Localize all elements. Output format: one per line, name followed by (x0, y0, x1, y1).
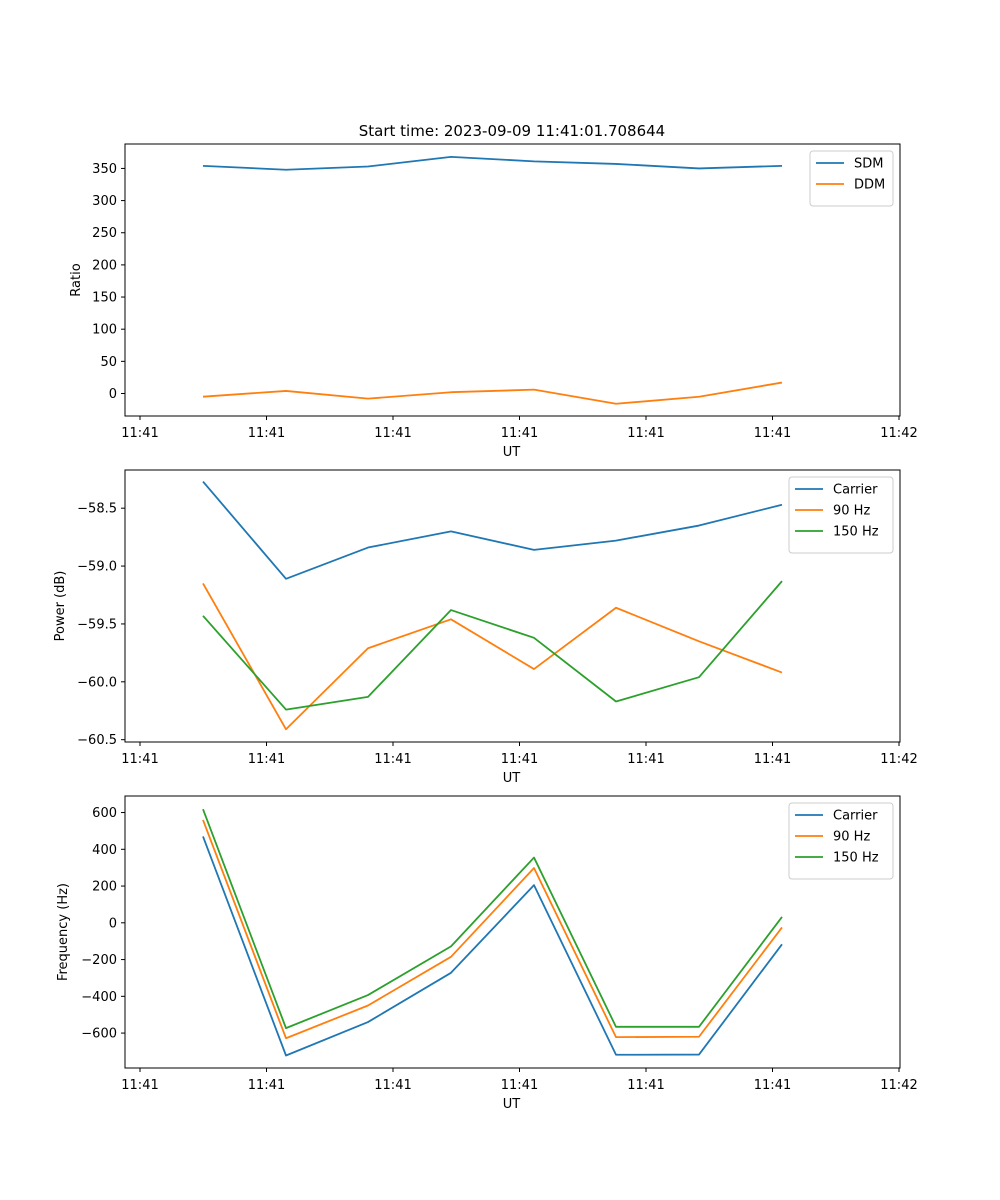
x-tick-label: 11:41 (501, 752, 538, 767)
y-tick-label: −60.5 (77, 733, 117, 748)
y-tick-label: 250 (92, 226, 117, 241)
subplot-3: 11:41 11:41 11:41 11:41 11:41 11:41 11:42 −600 −… (56, 795, 918, 1112)
y-tick-label: 200 (92, 880, 117, 895)
axes-frame (124, 795, 901, 1069)
legend: SDM DDM (809, 150, 894, 207)
x-tick-label: 11:41 (627, 1078, 664, 1093)
series-line-90-hz (202, 819, 783, 1040)
y-axis-label: Power (dB) (53, 571, 68, 642)
x-tick-label: 11:41 (374, 1078, 411, 1093)
legend-label: Carrier (833, 809, 878, 824)
y-tick-label: 0 (109, 387, 117, 402)
y-tick-label: −400 (81, 990, 117, 1005)
y-tick-label: −59.5 (77, 617, 117, 632)
subplot-1: 11:41 11:41 11:41 11:41 11:41 11:41 11:42 0 50 10… (69, 143, 918, 460)
x-tick-label: 11:41 (248, 1078, 285, 1093)
y-axis-label: Frequency (Hz) (56, 883, 71, 981)
series-line-sdm (202, 155, 783, 171)
series-line-150-hz (202, 808, 783, 1030)
y-axis-label: Ratio (69, 263, 84, 296)
legend-box (788, 802, 894, 880)
x-tick-label: 11:41 (754, 752, 791, 767)
x-tick-label: 11:41 (248, 752, 285, 767)
series-line-90-hz (202, 582, 783, 731)
legend-box (809, 150, 894, 207)
x-tick-label: 11:41 (374, 752, 411, 767)
y-tick-label: 600 (92, 806, 117, 821)
legend-label: 150 Hz (833, 525, 879, 540)
x-tick-label: 11:41 (754, 426, 791, 441)
series-line-150-hz (202, 580, 783, 711)
x-tick-label: 11:41 (501, 426, 538, 441)
x-tick-label: 11:41 (627, 752, 664, 767)
legend-label: 90 Hz (833, 830, 870, 845)
x-tick-label: 11:41 (627, 426, 664, 441)
legend-label: SDM (854, 157, 883, 172)
x-axis-label: UT (503, 771, 521, 786)
x-tick-label: 11:41 (374, 426, 411, 441)
legend-box (788, 476, 894, 554)
series-line-carrier (202, 480, 783, 580)
y-tick-label: −600 (81, 1027, 117, 1042)
axes-frame (124, 143, 901, 417)
figure-title: Start time: 2023-09-09 11:41:01.708644 (359, 122, 665, 140)
x-tick-label: 11:41 (121, 752, 158, 767)
x-tick-label: 11:42 (880, 1078, 917, 1093)
x-tick-label: 11:42 (880, 426, 917, 441)
y-tick-label: −200 (81, 953, 117, 968)
legend-label: Carrier (833, 483, 878, 498)
y-tick-label: 300 (92, 194, 117, 209)
y-tick-label: −60.0 (77, 675, 117, 690)
y-tick-label: 0 (109, 916, 117, 931)
legend: Carrier 90 Hz 150 Hz (788, 802, 894, 880)
y-tick-label: 150 (92, 291, 117, 306)
x-tick-label: 11:41 (121, 1078, 158, 1093)
legend-label: 150 Hz (833, 851, 879, 866)
x-tick-label: 11:41 (248, 426, 285, 441)
x-axis-label: UT (503, 445, 521, 460)
y-tick-label: −59.0 (77, 560, 117, 575)
axes-frame (124, 469, 901, 743)
x-axis-label: UT (503, 1097, 521, 1112)
series-line-carrier (202, 836, 783, 1057)
x-tick-label: 11:42 (880, 752, 917, 767)
legend-label: 90 Hz (833, 504, 870, 519)
y-tick-label: 50 (100, 355, 117, 370)
legend: Carrier 90 Hz 150 Hz (788, 476, 894, 554)
legend-label: DDM (854, 178, 885, 193)
x-tick-label: 11:41 (501, 1078, 538, 1093)
y-tick-label: −58.5 (77, 502, 117, 517)
y-tick-label: 350 (92, 162, 117, 177)
y-tick-label: 100 (92, 323, 117, 338)
y-tick-label: 400 (92, 843, 117, 858)
x-tick-label: 11:41 (121, 426, 158, 441)
x-tick-label: 11:41 (754, 1078, 791, 1093)
subplot-2: 11:41 11:41 11:41 11:41 11:41 11:41 11:42 −60.5… (53, 469, 918, 786)
series-line-ddm (202, 381, 783, 405)
y-tick-label: 200 (92, 258, 117, 273)
